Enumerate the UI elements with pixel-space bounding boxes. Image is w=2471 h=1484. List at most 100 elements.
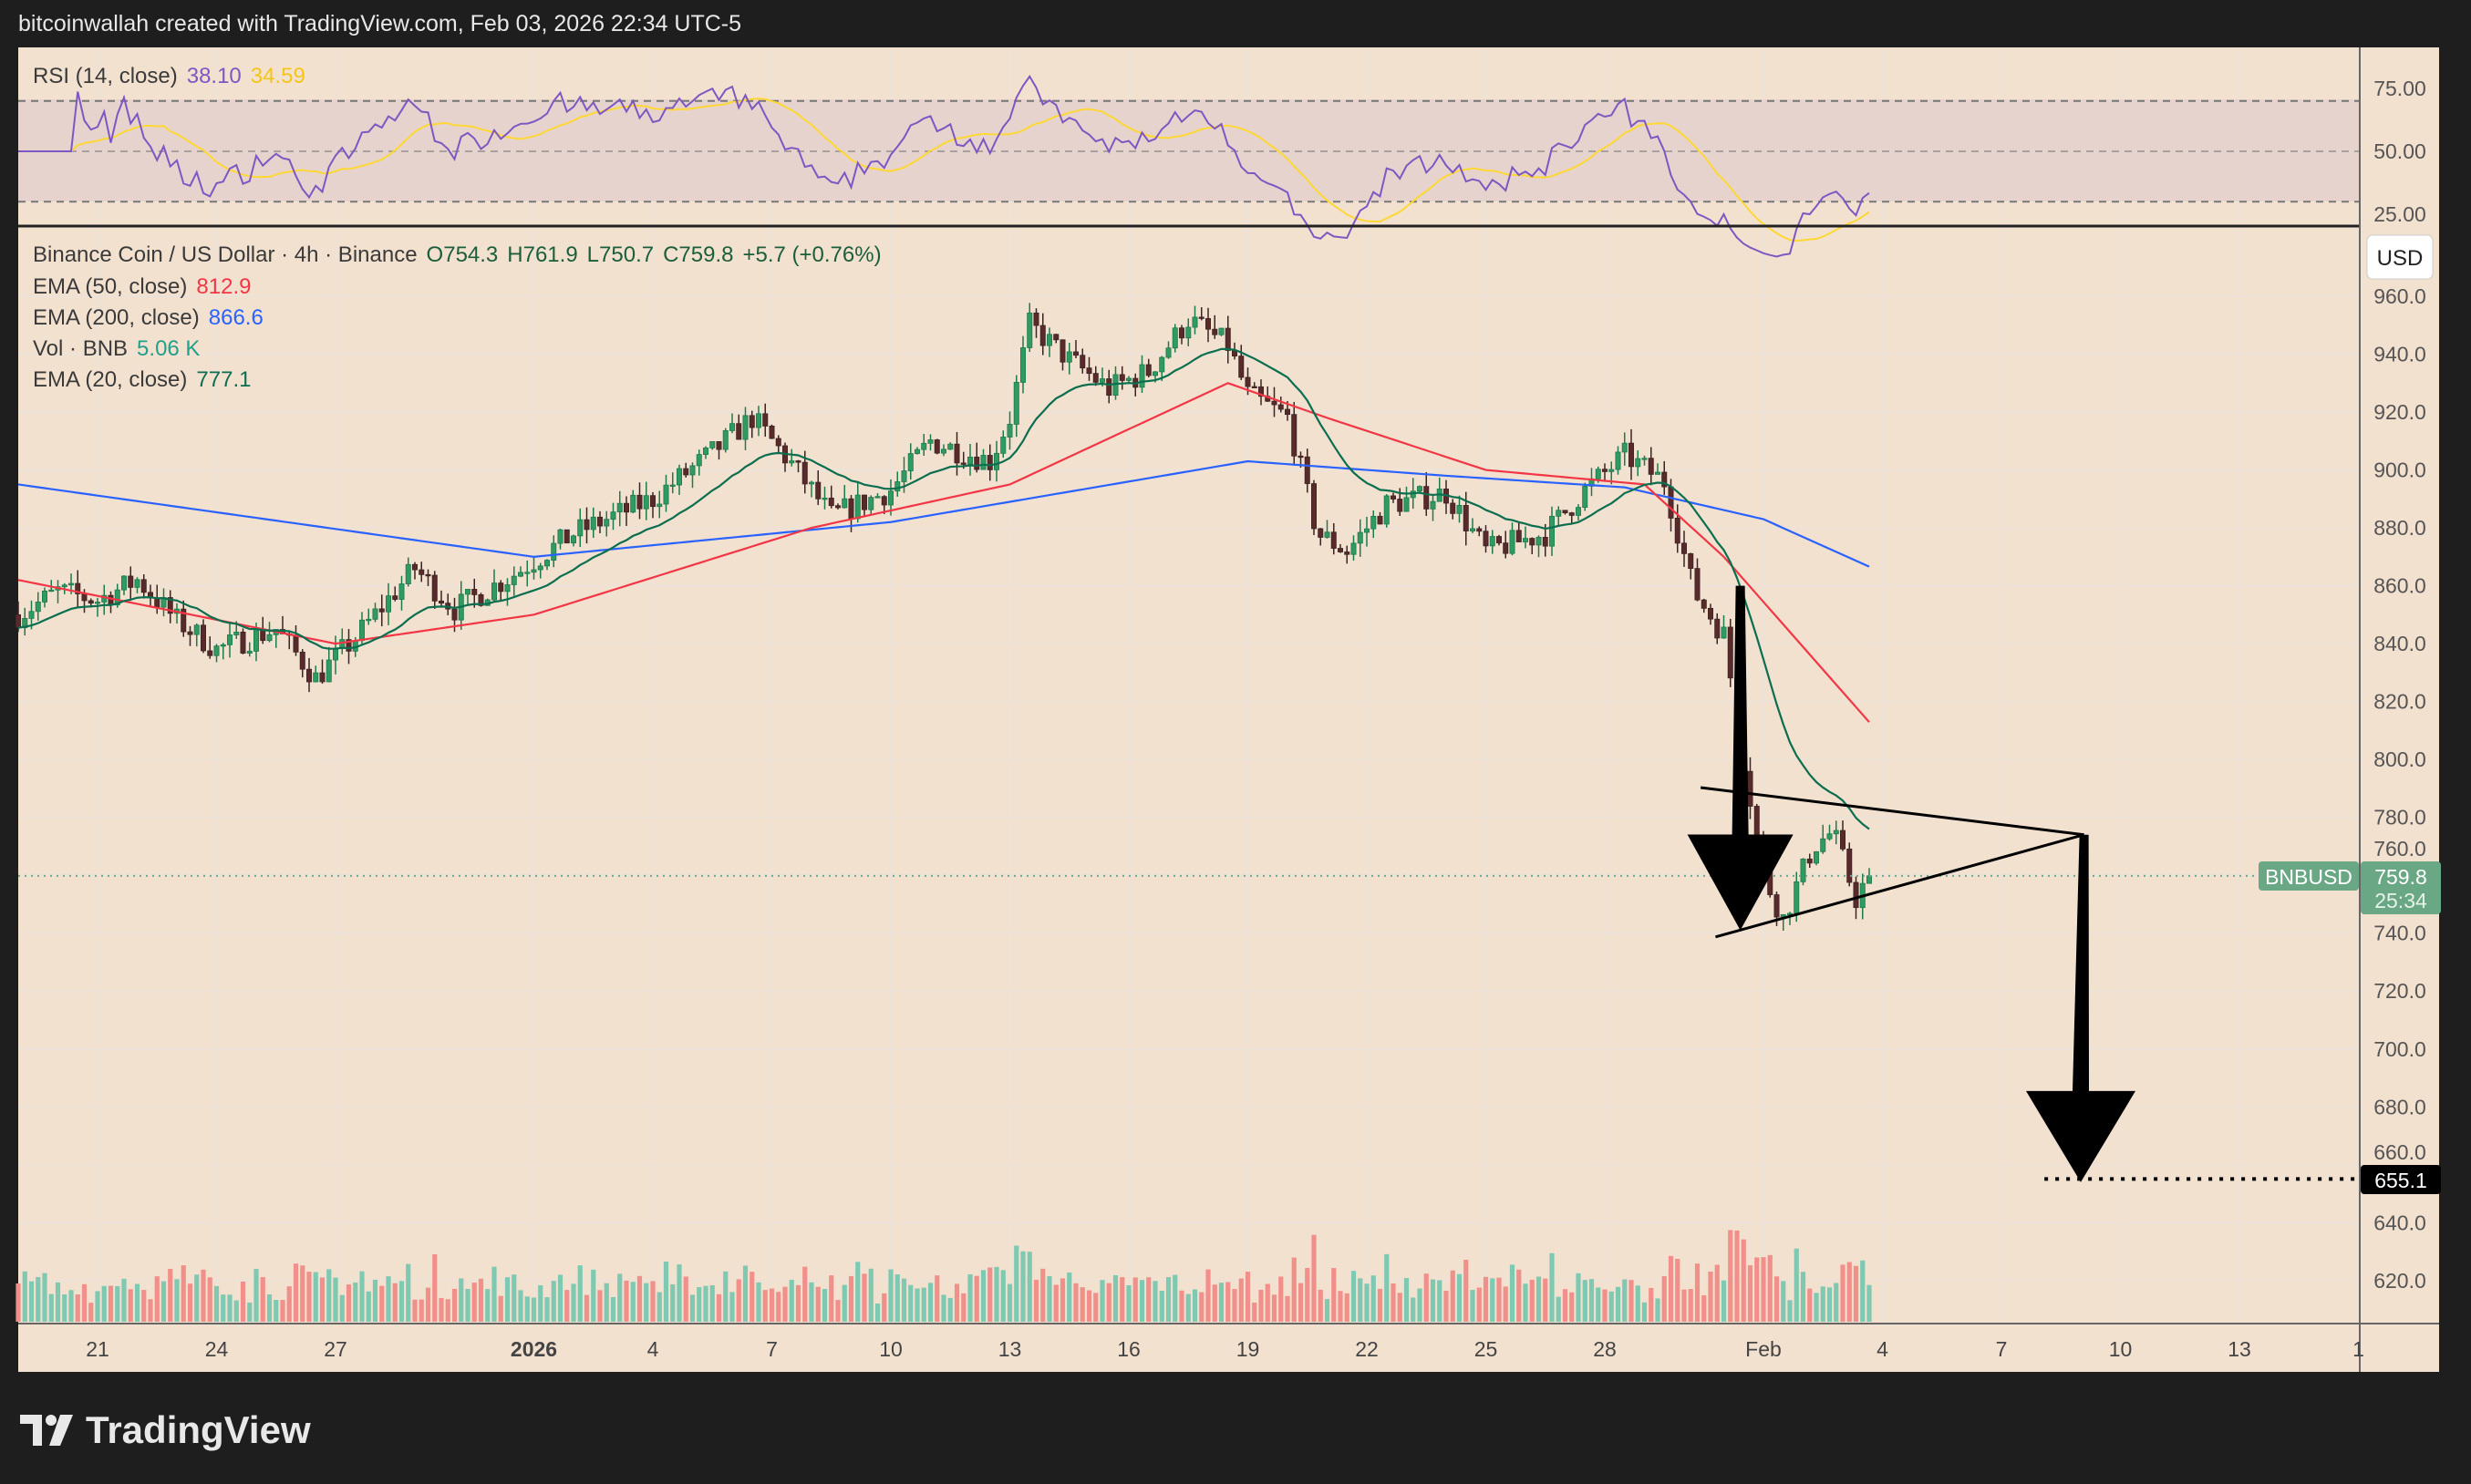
volume-bar	[1794, 1248, 1799, 1322]
volume-bar	[1271, 1294, 1277, 1322]
volume-bar	[1708, 1271, 1713, 1322]
volume-bar	[353, 1282, 358, 1322]
volume-bar	[274, 1300, 279, 1322]
volume-bar	[379, 1285, 385, 1322]
candle-body	[1556, 510, 1562, 517]
volume-bar	[709, 1284, 715, 1322]
volume-bar	[88, 1303, 94, 1322]
volume-bar	[961, 1293, 967, 1322]
candle-body	[305, 668, 312, 683]
volume-bar	[644, 1283, 649, 1322]
volume-bar	[1100, 1280, 1105, 1322]
currency-button[interactable]	[2366, 234, 2434, 280]
time-tick-label: 13	[998, 1337, 1022, 1361]
volume-bar	[194, 1274, 200, 1322]
volume-bar	[1443, 1290, 1449, 1322]
candle-body	[95, 602, 101, 604]
rsi-value: 38.10	[186, 64, 242, 88]
volume-bar	[266, 1293, 273, 1322]
time-tick-label: Feb	[1745, 1337, 1782, 1361]
candle-body	[1535, 536, 1542, 546]
candle-body	[392, 595, 398, 600]
candle-body	[226, 634, 233, 645]
volume-bar	[1126, 1284, 1132, 1322]
candle-body	[1000, 437, 1007, 454]
candle-body	[1106, 378, 1112, 397]
volume-bar	[319, 1277, 326, 1322]
volume-bar	[1549, 1252, 1555, 1322]
volume-bar	[81, 1283, 88, 1322]
volume-bar	[101, 1285, 107, 1322]
volume-bar	[1324, 1299, 1330, 1322]
volume-bar	[584, 1294, 590, 1322]
volume-bar	[174, 1279, 180, 1322]
volume-bar	[1741, 1239, 1746, 1322]
candle-body	[154, 597, 160, 608]
candle-body	[657, 503, 663, 508]
candle-body	[1423, 486, 1430, 510]
volume-bar	[313, 1272, 318, 1322]
volume-bar	[1649, 1287, 1654, 1322]
candle-body	[1648, 458, 1654, 475]
candle-body	[624, 502, 630, 513]
candle-body	[1304, 456, 1310, 484]
candle-body	[1039, 325, 1046, 346]
time-tick-label: 25	[1474, 1337, 1498, 1361]
candle-body	[140, 579, 147, 593]
time-tick-label: 16	[1117, 1337, 1141, 1361]
volume-bar	[1622, 1279, 1628, 1322]
volume-bar	[207, 1277, 212, 1322]
volume-bar	[604, 1283, 609, 1322]
candle-body	[1370, 515, 1377, 530]
volume-bar	[703, 1285, 708, 1322]
candle-body	[854, 494, 861, 520]
time-tick-label: 2026	[511, 1337, 557, 1361]
symbol-legend[interactable]: Binance Coin / US Dollar · 4h · Binance O…	[33, 242, 891, 268]
volume-bar	[154, 1276, 160, 1322]
volume-bar	[300, 1265, 305, 1322]
candle-body	[1027, 312, 1033, 348]
candle-body	[1126, 377, 1132, 381]
candle-body	[1806, 858, 1813, 864]
candle-body	[954, 443, 960, 464]
candle-body	[1681, 542, 1688, 554]
candle-body	[42, 590, 48, 603]
volume-bar	[1694, 1263, 1701, 1322]
rsi-legend[interactable]: RSI (14, close) 38.10 34.59	[33, 64, 315, 89]
ema200-legend[interactable]: EMA (200, close) 866.6	[33, 305, 273, 331]
volume-bar	[1814, 1293, 1819, 1322]
volume-bar	[1318, 1289, 1323, 1322]
ema50-label: EMA (50, close)	[33, 274, 188, 299]
candle-body	[253, 629, 259, 652]
candle-body	[974, 457, 980, 470]
candle-body	[319, 672, 326, 683]
volume-bar	[617, 1273, 623, 1322]
candle-body	[967, 457, 974, 465]
ema50-legend[interactable]: EMA (50, close) 812.9	[33, 274, 260, 300]
candle-body	[1153, 371, 1159, 376]
rsi-band	[18, 99, 2360, 201]
time-tick-label: 4	[1877, 1337, 1888, 1361]
price-tick-label: 780.0	[2373, 806, 2426, 830]
ema20-legend[interactable]: EMA (20, close) 777.1	[33, 367, 260, 393]
volume-bar	[1820, 1286, 1825, 1322]
volume-bar	[1866, 1284, 1872, 1322]
volume-bar	[1516, 1269, 1522, 1322]
volume-bar	[1470, 1290, 1475, 1322]
candle-body	[1496, 536, 1503, 544]
candle-body	[1456, 505, 1463, 514]
candle-body	[888, 490, 894, 506]
volume-bar	[636, 1275, 643, 1322]
volume-legend[interactable]: Vol · BNB 5.06 K	[33, 336, 209, 362]
volume-bar	[1165, 1277, 1172, 1322]
volume-bar	[62, 1293, 67, 1322]
time-tick-label: 7	[1996, 1337, 2008, 1361]
rsi-ma-value: 34.59	[250, 64, 305, 88]
candle-body	[994, 452, 1000, 470]
volume-bar	[1331, 1268, 1337, 1322]
volume-bar	[213, 1285, 220, 1322]
tradingview-brand[interactable]: TradingView	[20, 1408, 311, 1452]
volume-bar	[1391, 1283, 1396, 1322]
volume-bar	[531, 1297, 537, 1322]
